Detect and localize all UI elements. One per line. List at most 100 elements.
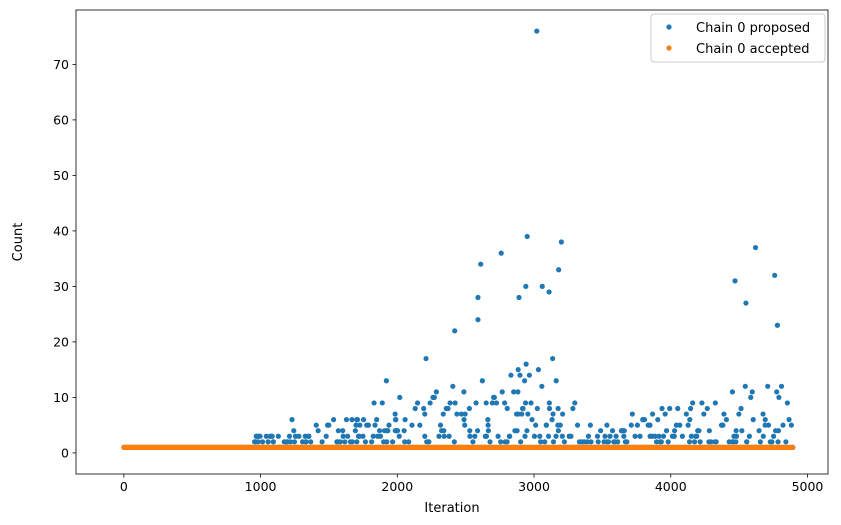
proposed-point <box>423 355 429 362</box>
x-tick-label: 4000 <box>655 479 687 494</box>
proposed-point <box>743 300 749 306</box>
proposed-point <box>760 433 766 439</box>
proposed-point <box>546 400 552 406</box>
proposed-point <box>356 433 362 439</box>
proposed-point <box>349 439 355 445</box>
proposed-point <box>774 389 780 395</box>
proposed-point <box>406 439 412 445</box>
proposed-point <box>504 439 510 445</box>
proposed-point <box>706 428 712 434</box>
proposed-point <box>637 433 643 439</box>
proposed-point <box>495 433 501 439</box>
proposed-point <box>545 433 552 439</box>
proposed-point <box>412 405 418 412</box>
proposed-point <box>760 411 766 417</box>
proposed-point <box>452 328 458 334</box>
proposed-point <box>483 433 490 439</box>
proposed-point <box>454 411 460 417</box>
proposed-point <box>628 422 634 428</box>
proposed-point <box>729 389 736 395</box>
proposed-point <box>519 411 525 417</box>
proposed-point <box>550 355 556 362</box>
proposed-point <box>690 400 696 406</box>
proposed-point <box>704 405 710 412</box>
proposed-point <box>555 428 561 434</box>
proposed-point <box>558 239 564 245</box>
proposed-point <box>270 439 276 445</box>
proposed-point <box>422 411 428 417</box>
proposed-point <box>475 294 481 301</box>
y-tick-label: 30 <box>53 279 69 294</box>
proposed-point <box>549 417 555 423</box>
proposed-point <box>291 428 297 434</box>
proposed-point <box>433 389 440 395</box>
proposed-point <box>473 400 479 406</box>
proposed-point <box>632 433 638 439</box>
proposed-point <box>750 417 756 423</box>
proposed-point <box>746 433 752 439</box>
proposed-point <box>667 405 673 412</box>
proposed-point <box>517 372 523 378</box>
proposed-point <box>498 439 504 445</box>
proposed-point <box>335 428 341 434</box>
proposed-point <box>529 417 535 423</box>
proposed-point <box>323 433 329 439</box>
proposed-point <box>543 422 549 428</box>
proposed-point <box>485 417 491 423</box>
proposed-point <box>286 433 293 439</box>
proposed-point <box>539 383 545 389</box>
proposed-point <box>319 439 325 445</box>
proposed-point <box>656 433 662 439</box>
proposed-point <box>652 433 658 439</box>
legend: Chain 0 proposed Chain 0 accepted <box>650 13 826 63</box>
proposed-point <box>417 422 423 428</box>
proposed-point <box>733 433 740 439</box>
proposed-point <box>613 433 619 439</box>
proposed-point <box>739 428 745 434</box>
proposed-point <box>427 400 433 406</box>
proposed-point <box>553 378 559 384</box>
proposed-point <box>744 439 750 445</box>
proposed-point <box>376 428 383 434</box>
proposed-point <box>374 417 380 423</box>
points-layer <box>121 28 796 450</box>
proposed-point <box>354 417 361 423</box>
proposed-point <box>397 394 403 401</box>
proposed-point <box>479 378 485 384</box>
proposed-point <box>296 433 302 439</box>
proposed-point <box>556 267 562 273</box>
legend-marker-proposed <box>666 24 672 30</box>
proposed-point <box>748 394 754 401</box>
proposed-point <box>478 261 484 267</box>
proposed-point <box>396 433 402 439</box>
proposed-point <box>697 439 703 445</box>
x-tick-label: 0 <box>120 479 128 494</box>
proposed-point <box>788 422 794 428</box>
proposed-point <box>653 439 660 445</box>
proposed-point <box>330 417 337 423</box>
proposed-point <box>436 433 442 439</box>
proposed-point <box>663 428 670 434</box>
proposed-point <box>313 422 319 428</box>
proposed-point <box>776 394 782 401</box>
proposed-point <box>736 411 742 417</box>
proposed-point <box>524 233 530 240</box>
proposed-point <box>489 400 495 406</box>
proposed-point <box>518 439 524 445</box>
proposed-point <box>393 417 399 423</box>
proposed-point <box>555 405 561 412</box>
proposed-point <box>426 439 432 445</box>
proposed-point <box>602 433 608 439</box>
proposed-point <box>588 439 594 445</box>
proposed-point <box>340 428 346 434</box>
proposed-point <box>440 411 446 417</box>
proposed-point <box>786 417 792 423</box>
y-axis-ticks: 0 10 20 30 40 50 60 70 <box>53 57 76 460</box>
proposed-point <box>621 433 627 439</box>
proposed-point <box>506 433 513 439</box>
proposed-point <box>462 411 468 417</box>
x-axis-ticks: 0 1000 2000 3000 4000 5000 <box>120 474 823 494</box>
x-tick-label: 3000 <box>518 479 550 494</box>
proposed-point <box>546 289 552 295</box>
